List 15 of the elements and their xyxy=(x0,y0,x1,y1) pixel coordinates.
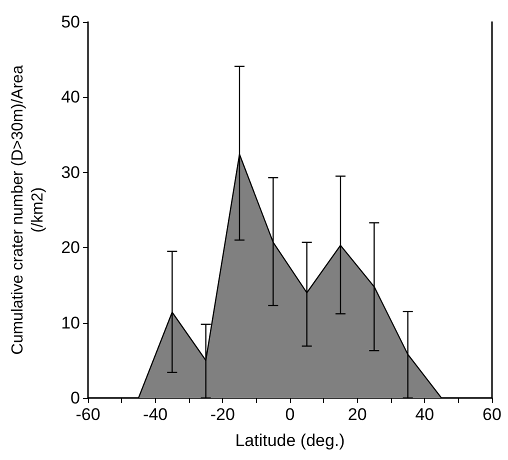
x-tick-label: 60 xyxy=(482,405,502,424)
x-tick-label: 40 xyxy=(415,405,434,424)
y-tick-label: 30 xyxy=(61,162,80,182)
x-tick-label: -60 xyxy=(76,405,100,424)
y-tick-label: 0 xyxy=(70,388,80,408)
y-axis-title: Cumulative crater number (D>30m)/Area (/km2) xyxy=(10,65,46,355)
y-tick-label: 50 xyxy=(61,12,80,32)
y-tick-label: 10 xyxy=(61,313,80,332)
y-tick-label: 20 xyxy=(61,238,80,258)
x-tick-label: -20 xyxy=(210,405,235,424)
x-tick-label: 0 xyxy=(285,405,295,424)
x-tick-label: 20 xyxy=(348,405,367,424)
x-tick-label: -40 xyxy=(143,405,168,424)
x-axis-title: Latitude (deg.) xyxy=(235,431,345,450)
y-tick-label: 40 xyxy=(61,88,80,107)
